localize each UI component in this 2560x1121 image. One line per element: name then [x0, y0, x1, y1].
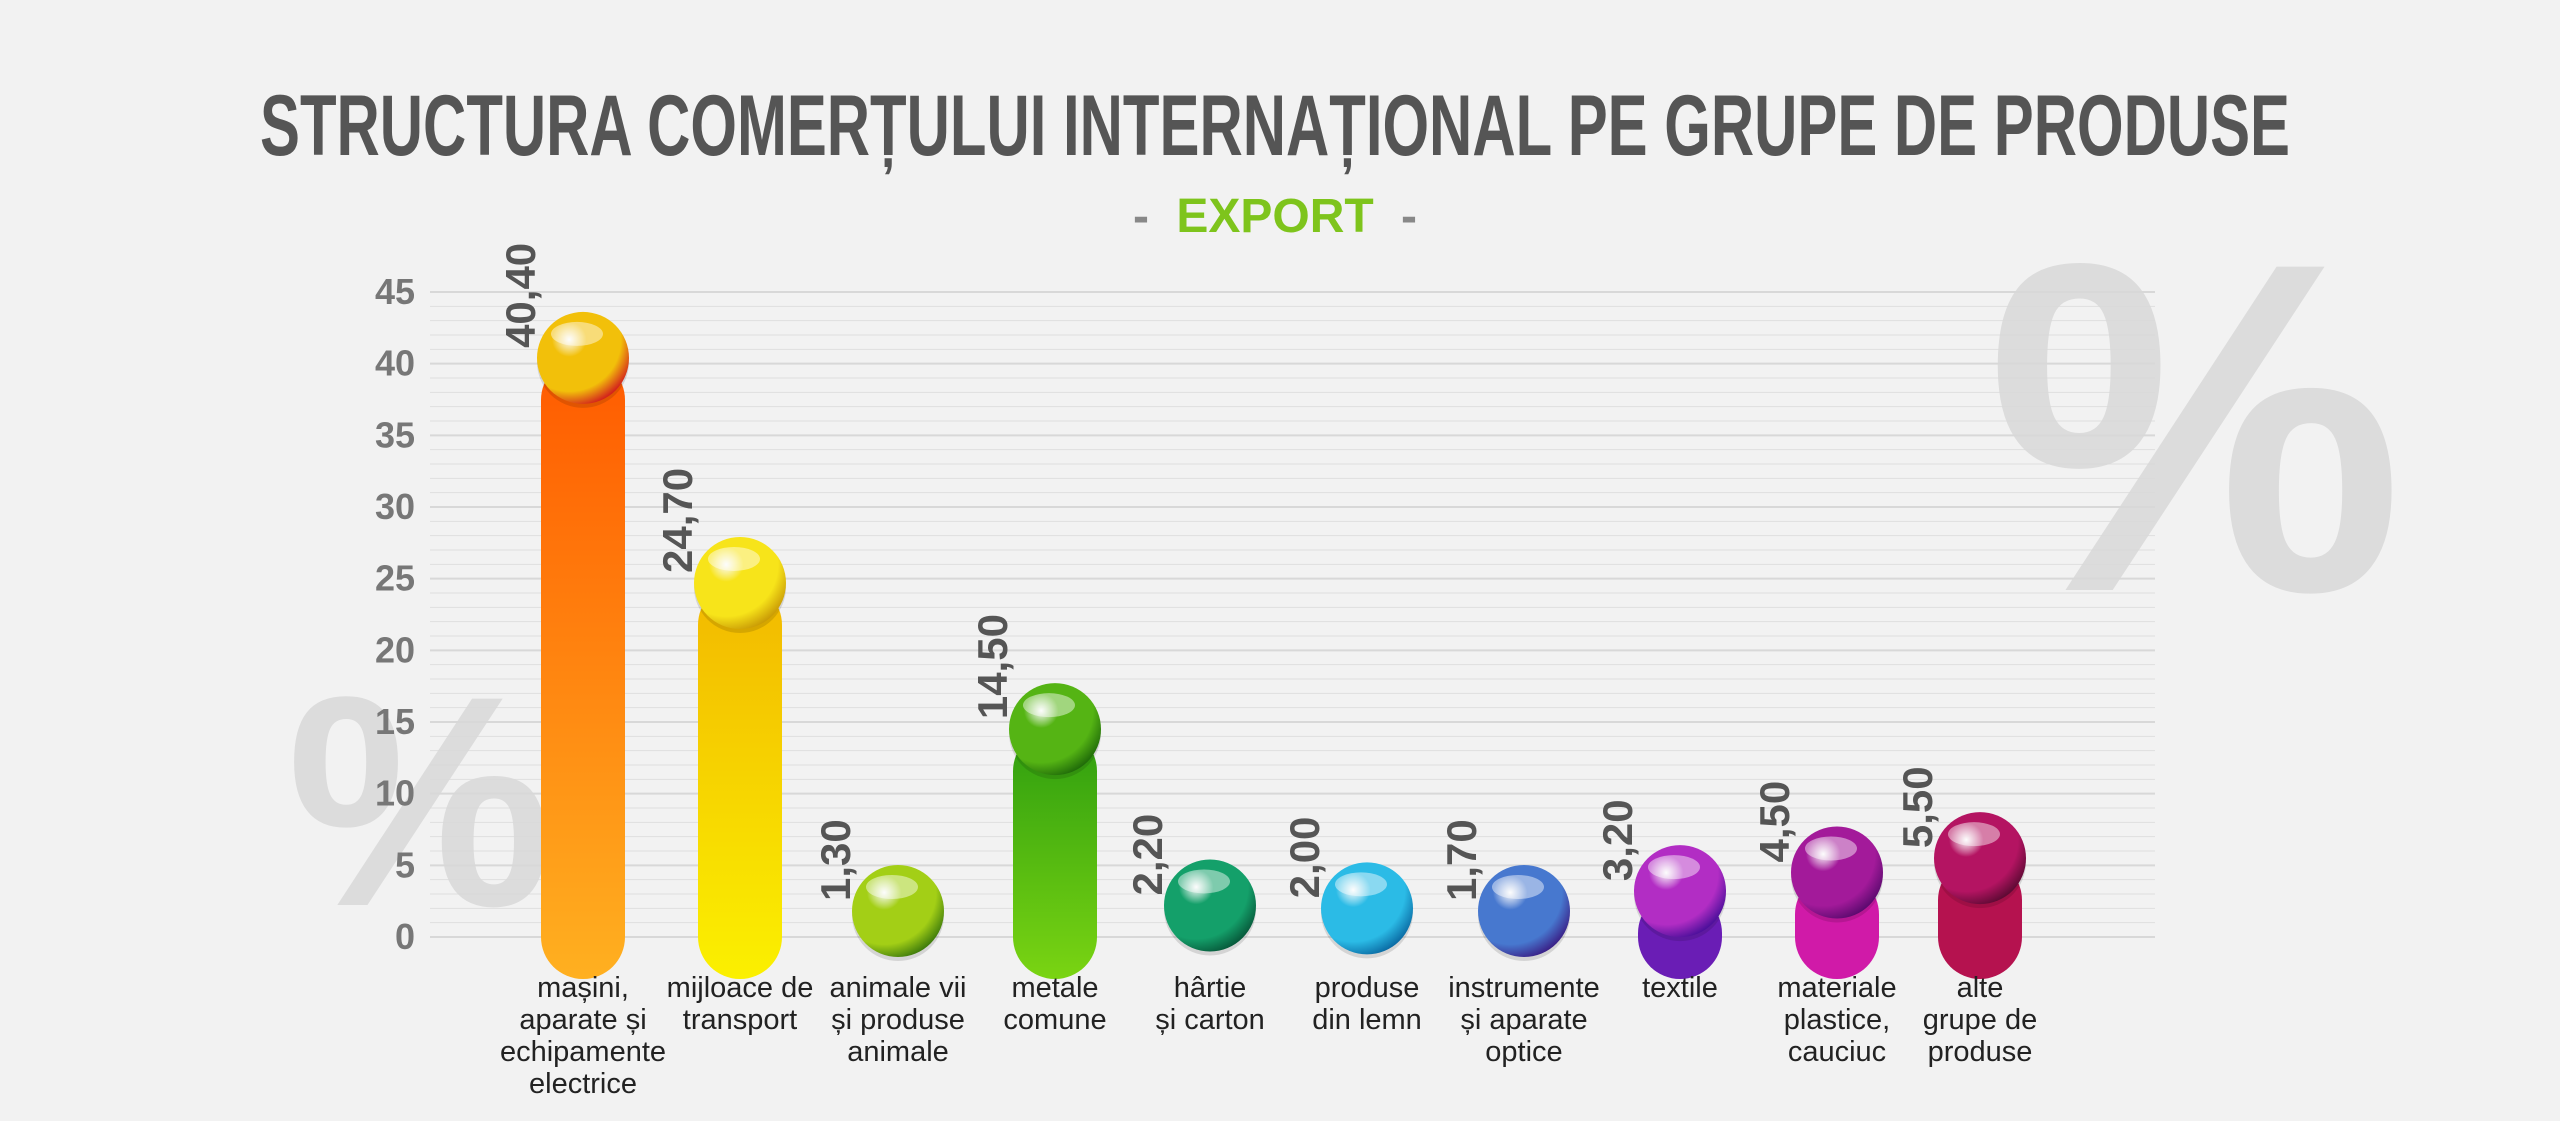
- bar-ball-highlight: [866, 875, 918, 899]
- category-label: instrumente și aparate optice: [1448, 972, 1600, 1068]
- bar: [698, 582, 782, 979]
- bars: [537, 311, 2026, 979]
- category-label: alte grupe de produse: [1923, 972, 2038, 1068]
- bar-group: [1934, 812, 2026, 979]
- value-label: 40,40: [497, 243, 544, 348]
- bar-group: [1791, 826, 1883, 979]
- chart-title: STRUCTURA COMERȚULUI INTERNAȚIONAL PE GR…: [260, 78, 2290, 174]
- bar-ball-highlight: [1948, 822, 2000, 847]
- value-label: 2,00: [1281, 817, 1328, 899]
- category-label: textile: [1642, 972, 1718, 1004]
- y-tick-label: 15: [375, 701, 415, 742]
- value-label: 5,50: [1894, 766, 1941, 848]
- category-label: materiale plastice, cauciuc: [1777, 972, 1896, 1068]
- bar-ball-highlight: [1648, 855, 1700, 880]
- y-tick-label: 0: [395, 916, 415, 957]
- value-label: 24,70: [654, 468, 701, 573]
- value-label: 1,30: [812, 819, 859, 901]
- percent-symbol-small: %: [287, 633, 554, 969]
- bar-group: [694, 536, 786, 979]
- category-label: animale vii și produse animale: [830, 972, 967, 1068]
- x-axis-labels: mașini, aparate și echipamente electricemij…: [500, 972, 2037, 1100]
- bar-ball: [1934, 812, 2026, 905]
- bar-ball-highlight: [1492, 875, 1544, 899]
- category-label: mașini, aparate și echipamente electrice: [500, 972, 666, 1100]
- bar-ball: [1009, 683, 1101, 776]
- y-tick-label: 5: [395, 844, 415, 885]
- bar-group: [1634, 845, 1726, 979]
- chart-subtitle: - EXPORT -: [1133, 190, 1417, 243]
- bar-ball: [852, 865, 944, 957]
- category-label: metale comune: [1003, 972, 1106, 1036]
- y-tick-label: 20: [375, 629, 415, 670]
- value-labels: 40,40 24,70 1,30 14,50 2,20 2,00 1,70 3,20 4,50 5…: [497, 243, 1941, 901]
- subtitle-text: EXPORT: [1176, 190, 1373, 243]
- y-tick-label: 10: [375, 773, 415, 814]
- percent-symbol-large: %: [1986, 165, 2404, 690]
- percent-decoration-small: %: [287, 633, 554, 969]
- bar-group: [1321, 862, 1413, 959]
- category-label: mijloace de transport: [667, 972, 814, 1036]
- category-label: produse din lemn: [1312, 972, 1422, 1036]
- bar-ball-highlight: [1335, 872, 1387, 897]
- value-label: 1,70: [1438, 819, 1485, 901]
- y-tick-label: 40: [375, 343, 415, 384]
- bar-group: [852, 865, 944, 961]
- bar-ball: [537, 311, 629, 404]
- y-axis: 0 5 10 15 20 25 30 35 40 45: [375, 271, 415, 957]
- y-tick-label: 45: [375, 271, 415, 312]
- bar-ball: [1478, 865, 1570, 957]
- bar-ball: [1321, 862, 1413, 955]
- category-label: hârtie și carton: [1155, 972, 1265, 1036]
- bar: [541, 357, 625, 979]
- value-label: 4,50: [1751, 781, 1798, 863]
- bar-group: [1164, 859, 1256, 956]
- bar-ball-highlight: [1805, 836, 1857, 861]
- bar-group: [537, 311, 629, 979]
- bar-ball-highlight: [1178, 869, 1230, 894]
- value-label: 2,20: [1124, 814, 1171, 896]
- bar-ball: [1634, 845, 1726, 938]
- bar-group: [1009, 683, 1101, 979]
- bar-ball-highlight: [1023, 693, 1075, 718]
- bar-ball: [694, 536, 786, 629]
- bar-group: [1478, 865, 1570, 961]
- y-tick-label: 35: [375, 414, 415, 455]
- bar-ball: [1791, 826, 1883, 919]
- value-label: 14,50: [969, 614, 1016, 719]
- subtitle-dash-left: -: [1133, 190, 1149, 243]
- subtitle-dash-right: -: [1401, 190, 1417, 243]
- bar: [1013, 729, 1097, 979]
- y-tick-label: 30: [375, 486, 415, 527]
- y-tick-label: 25: [375, 558, 415, 599]
- percent-decoration-large: %: [1986, 165, 2404, 690]
- bar-ball-highlight: [551, 321, 603, 346]
- bar-ball: [1164, 859, 1256, 952]
- value-label: 3,20: [1594, 799, 1641, 881]
- bar-ball-highlight: [708, 546, 760, 571]
